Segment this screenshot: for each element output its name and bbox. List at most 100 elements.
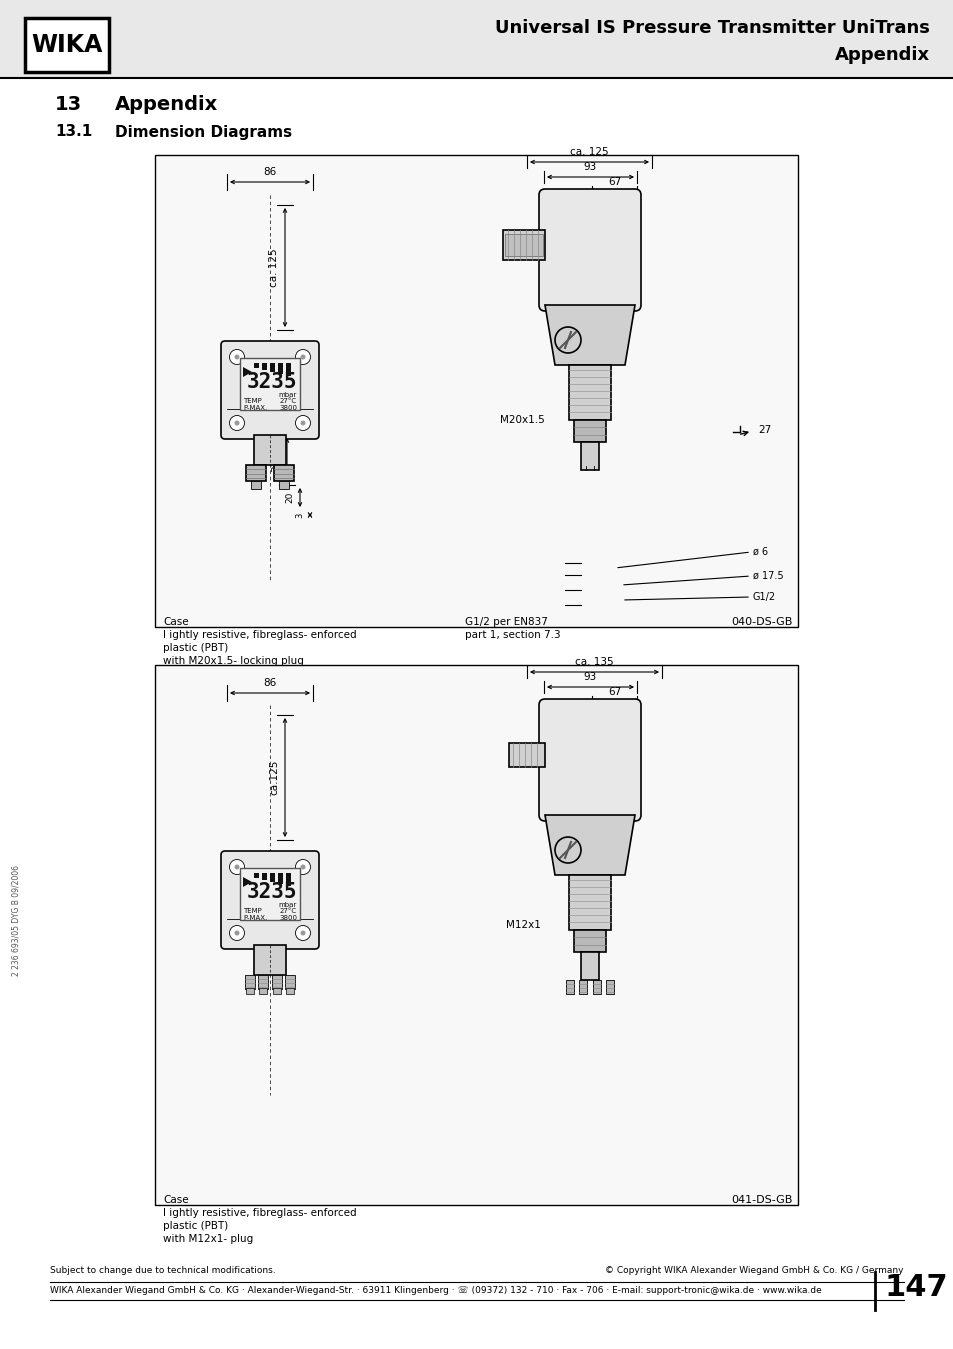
- Bar: [0, 0, 953, 78]
- Text: 27°C: 27°C: [279, 398, 296, 403]
- Text: ca. 135: ca. 135: [575, 657, 613, 666]
- Circle shape: [234, 931, 239, 935]
- Text: l ightly resistive, fibreglass- enforced: l ightly resistive, fibreglass- enforced: [163, 1207, 356, 1218]
- Bar: [578, 979, 586, 994]
- Text: M20x1.5: M20x1.5: [499, 415, 544, 425]
- Text: M12x1: M12x1: [505, 920, 540, 929]
- Bar: [258, 987, 267, 994]
- Text: Case: Case: [163, 1195, 189, 1205]
- Text: 147: 147: [884, 1273, 947, 1303]
- Bar: [278, 482, 289, 488]
- Bar: [262, 363, 267, 370]
- Bar: [246, 987, 253, 994]
- Text: 27°C: 27°C: [279, 908, 296, 915]
- Bar: [270, 873, 274, 882]
- Bar: [240, 867, 299, 920]
- Bar: [277, 873, 283, 884]
- Bar: [565, 979, 574, 994]
- Text: 2 236 693/05 DYG B 09/2006: 2 236 693/05 DYG B 09/2006: [11, 865, 20, 975]
- Circle shape: [230, 859, 244, 874]
- Text: 93: 93: [583, 672, 597, 683]
- Text: 13.1: 13.1: [55, 124, 92, 139]
- Text: 67: 67: [607, 177, 620, 188]
- Bar: [502, 229, 544, 259]
- FancyBboxPatch shape: [538, 699, 640, 822]
- Bar: [274, 465, 294, 482]
- Bar: [580, 952, 598, 979]
- Bar: [286, 363, 291, 376]
- Text: TEMP: TEMP: [243, 908, 261, 915]
- Text: WIKA Alexander Wiegand GmbH & Co. KG · Alexander-Wiegand-Str. · 63911 Klingenber: WIKA Alexander Wiegand GmbH & Co. KG · A…: [50, 1286, 821, 1295]
- Bar: [253, 434, 286, 465]
- Text: Universal IS Pressure Transmitter UniTrans: Universal IS Pressure Transmitter UniTra…: [495, 19, 929, 36]
- Bar: [277, 363, 283, 374]
- Polygon shape: [243, 367, 252, 376]
- Bar: [504, 233, 542, 255]
- Text: 3800: 3800: [278, 915, 296, 921]
- Text: Case: Case: [163, 616, 189, 627]
- Text: WIKA: WIKA: [31, 32, 103, 57]
- Text: ø 17.5: ø 17.5: [752, 571, 782, 581]
- Circle shape: [555, 836, 580, 863]
- Bar: [154, 155, 797, 627]
- Circle shape: [300, 865, 305, 870]
- Text: with M12x1- plug: with M12x1- plug: [163, 1234, 253, 1244]
- Text: plastic (PBT): plastic (PBT): [163, 643, 228, 653]
- Text: mbar: mbar: [278, 902, 296, 908]
- Bar: [568, 366, 610, 420]
- Circle shape: [295, 415, 310, 430]
- FancyBboxPatch shape: [221, 341, 318, 438]
- Bar: [253, 946, 286, 975]
- Text: © Copyright WIKA Alexander Wiegand GmbH & Co. KG / Germany: © Copyright WIKA Alexander Wiegand GmbH …: [605, 1265, 903, 1275]
- Text: Subject to change due to technical modifications.: Subject to change due to technical modif…: [50, 1265, 275, 1275]
- Text: 33.5: 33.5: [271, 448, 281, 472]
- Circle shape: [295, 925, 310, 940]
- Text: G1/2 per EN837: G1/2 per EN837: [464, 616, 547, 627]
- Text: TEMP: TEMP: [243, 398, 261, 403]
- Text: ca.125: ca.125: [269, 759, 278, 795]
- FancyBboxPatch shape: [221, 851, 318, 948]
- Text: part 1, section 7.3: part 1, section 7.3: [464, 630, 560, 639]
- Bar: [580, 442, 598, 469]
- Polygon shape: [544, 305, 635, 366]
- Text: 13: 13: [55, 96, 82, 115]
- Circle shape: [295, 349, 310, 364]
- Text: ø 6: ø 6: [752, 546, 767, 557]
- Circle shape: [234, 865, 239, 870]
- FancyBboxPatch shape: [538, 189, 640, 312]
- Text: Appendix: Appendix: [834, 46, 929, 63]
- Circle shape: [300, 355, 305, 359]
- Polygon shape: [544, 815, 635, 876]
- Text: Appendix: Appendix: [115, 96, 218, 115]
- Bar: [286, 873, 291, 886]
- Bar: [285, 975, 294, 989]
- Text: Dimension Diagrams: Dimension Diagrams: [115, 124, 292, 139]
- Text: P-MAX.: P-MAX.: [243, 915, 267, 921]
- Bar: [262, 873, 267, 880]
- Circle shape: [300, 931, 305, 935]
- Text: 3: 3: [294, 513, 304, 518]
- Bar: [286, 987, 294, 994]
- Bar: [568, 876, 610, 929]
- Bar: [593, 979, 600, 994]
- Bar: [270, 363, 274, 372]
- Text: plastic (PBT): plastic (PBT): [163, 1221, 228, 1232]
- Bar: [240, 357, 299, 410]
- Text: G1/2: G1/2: [752, 592, 776, 602]
- Text: 3235: 3235: [247, 882, 297, 902]
- Bar: [272, 975, 282, 989]
- Polygon shape: [243, 877, 252, 888]
- Text: l ightly resistive, fibreglass- enforced: l ightly resistive, fibreglass- enforced: [163, 630, 356, 639]
- Circle shape: [295, 859, 310, 874]
- Text: mbar: mbar: [278, 393, 296, 398]
- Text: 67: 67: [607, 687, 620, 697]
- Circle shape: [300, 421, 305, 425]
- Text: ca. 125: ca. 125: [269, 248, 278, 287]
- Bar: [574, 929, 605, 952]
- Bar: [574, 420, 605, 442]
- Text: 27: 27: [758, 425, 770, 434]
- Bar: [246, 465, 266, 482]
- Text: ca. 125: ca. 125: [570, 147, 608, 156]
- Text: 040-DS-GB: 040-DS-GB: [731, 616, 792, 627]
- Text: 20: 20: [285, 492, 294, 503]
